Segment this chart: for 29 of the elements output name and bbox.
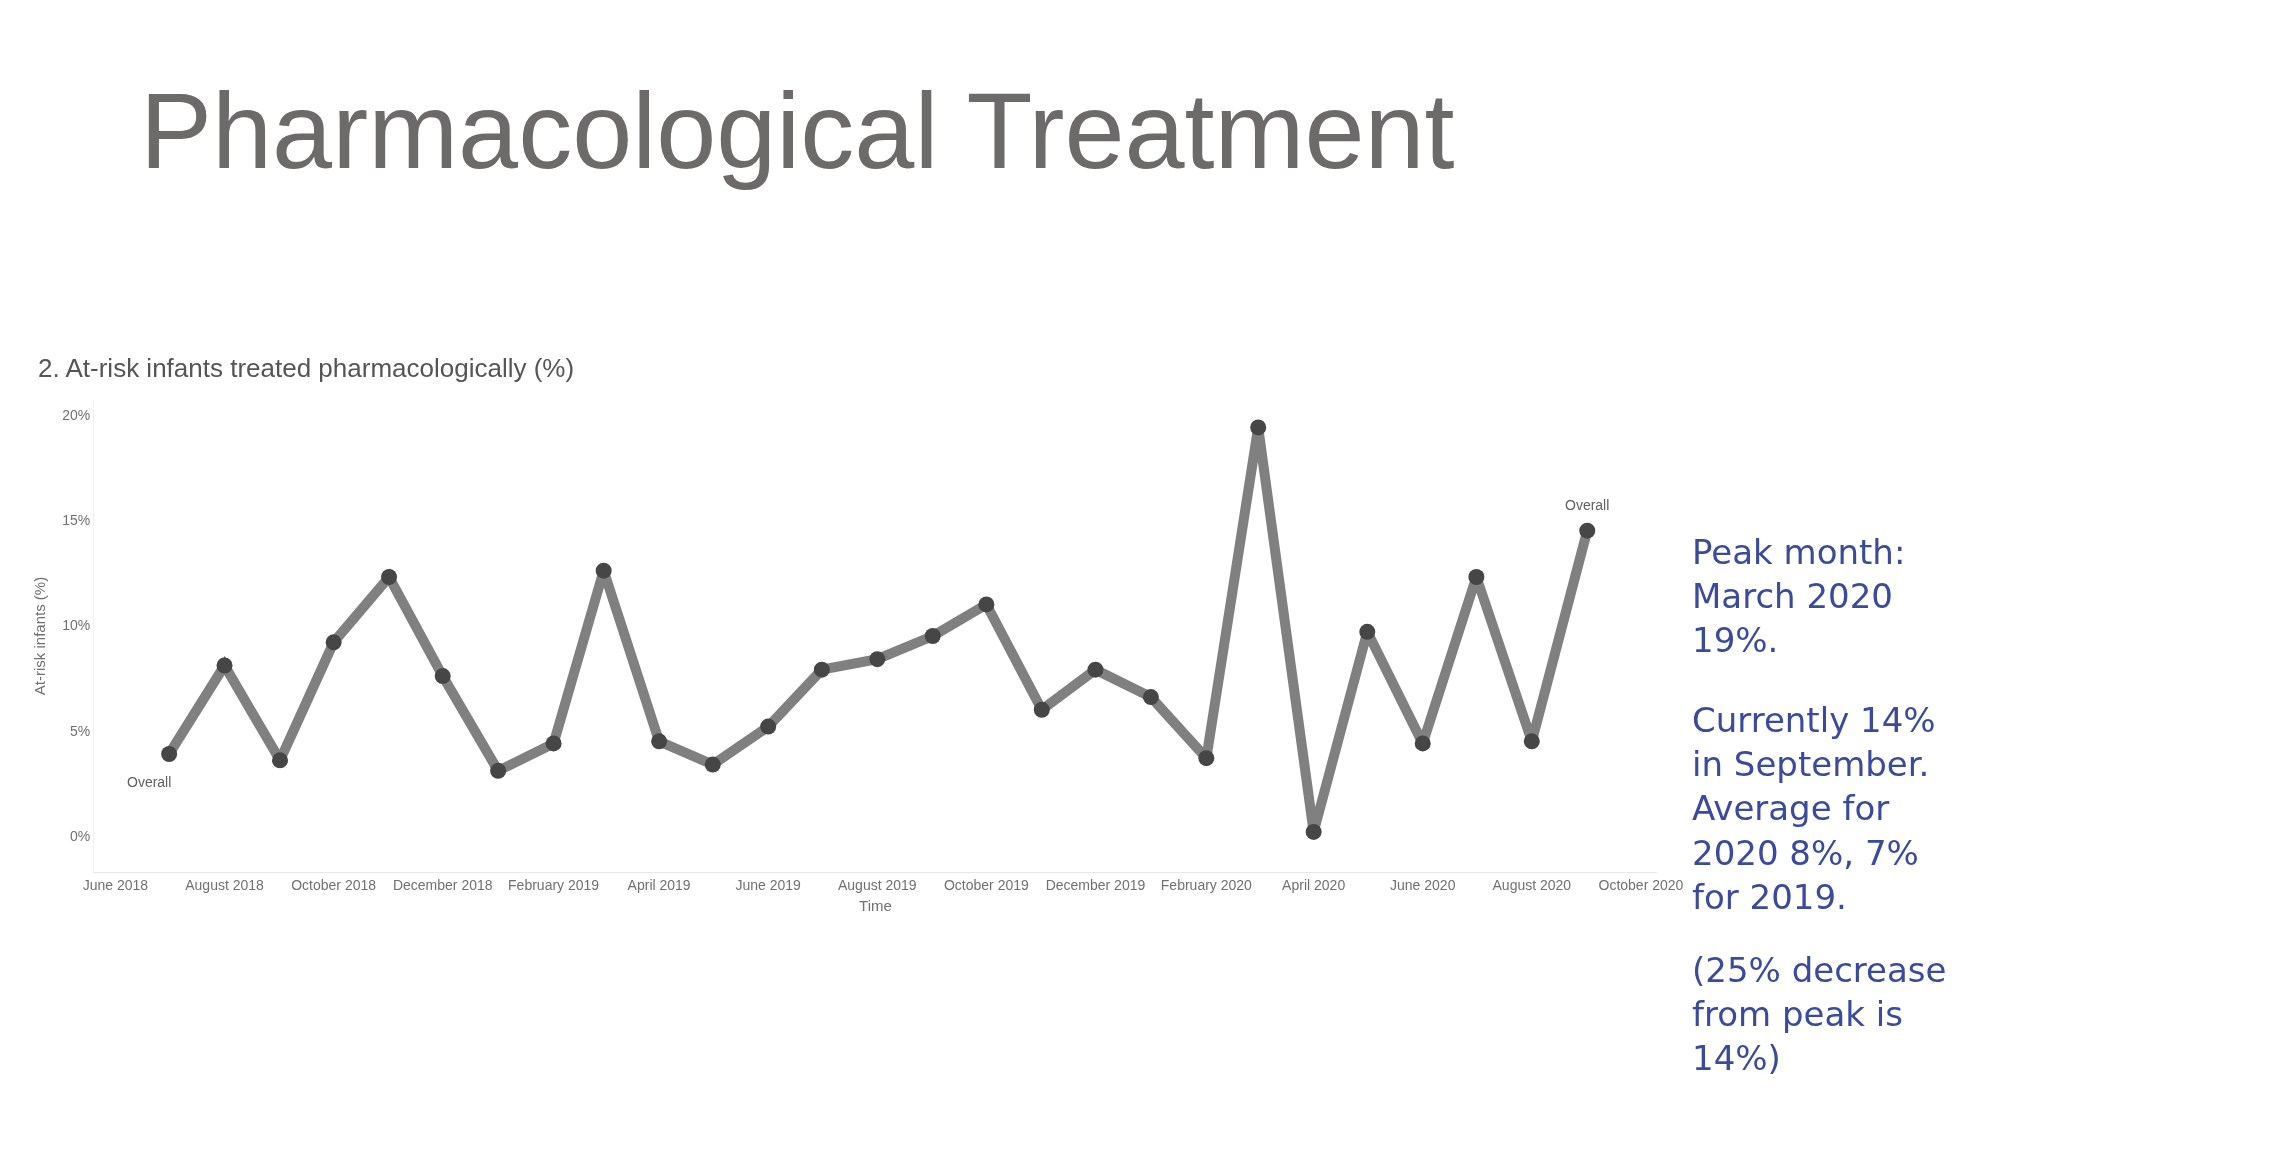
y-tick-label: 10% bbox=[62, 617, 91, 634]
x-tick-label: August 2020 bbox=[1492, 876, 1572, 893]
x-tick-label: October 2020 bbox=[1598, 876, 1684, 893]
y-tick-label: 5% bbox=[69, 722, 91, 739]
x-tick-label: April 2019 bbox=[627, 876, 691, 893]
x-tick-label: December 2019 bbox=[1045, 876, 1146, 893]
x-tick-label: August 2019 bbox=[837, 876, 917, 893]
x-tick-label: October 2018 bbox=[291, 876, 377, 893]
y-axis-title: At-risk infants (%) bbox=[31, 576, 49, 696]
text: (25% decrease from peak is 14%) bbox=[1692, 950, 1947, 1079]
text: Currently 14% in September. Average for 2020 8%, 7% for 2019. bbox=[1692, 700, 1936, 917]
x-axis-title: Time bbox=[859, 896, 892, 914]
chart-subtitle: 2. At-risk infants treated pharmacologically (%) bbox=[38, 353, 575, 383]
y-tick-label: 0% bbox=[69, 828, 91, 845]
y-tick-label: 15% bbox=[62, 512, 91, 529]
x-tick-label: February 2019 bbox=[508, 876, 600, 893]
x-tick-label: February 2020 bbox=[1160, 876, 1253, 893]
x-tick-label: April 2020 bbox=[1282, 876, 1346, 893]
x-tick-label: June 2018 bbox=[82, 876, 149, 893]
annotation: Overall bbox=[1565, 497, 1610, 513]
x-tick-label: June 2019 bbox=[735, 876, 802, 893]
x-tick-label: October 2019 bbox=[943, 876, 1030, 893]
x-tick-label: June 2020 bbox=[1390, 876, 1456, 893]
text: Peak month: March 2020 19%. bbox=[1692, 532, 1906, 661]
x-tick-label: August 2018 bbox=[185, 876, 265, 893]
chart-title: Pharmacological Treatment bbox=[140, 69, 1455, 191]
annotation: Overall bbox=[127, 774, 172, 790]
y-tick-label: 20% bbox=[62, 406, 91, 423]
x-tick-label: December 2018 bbox=[392, 876, 493, 893]
